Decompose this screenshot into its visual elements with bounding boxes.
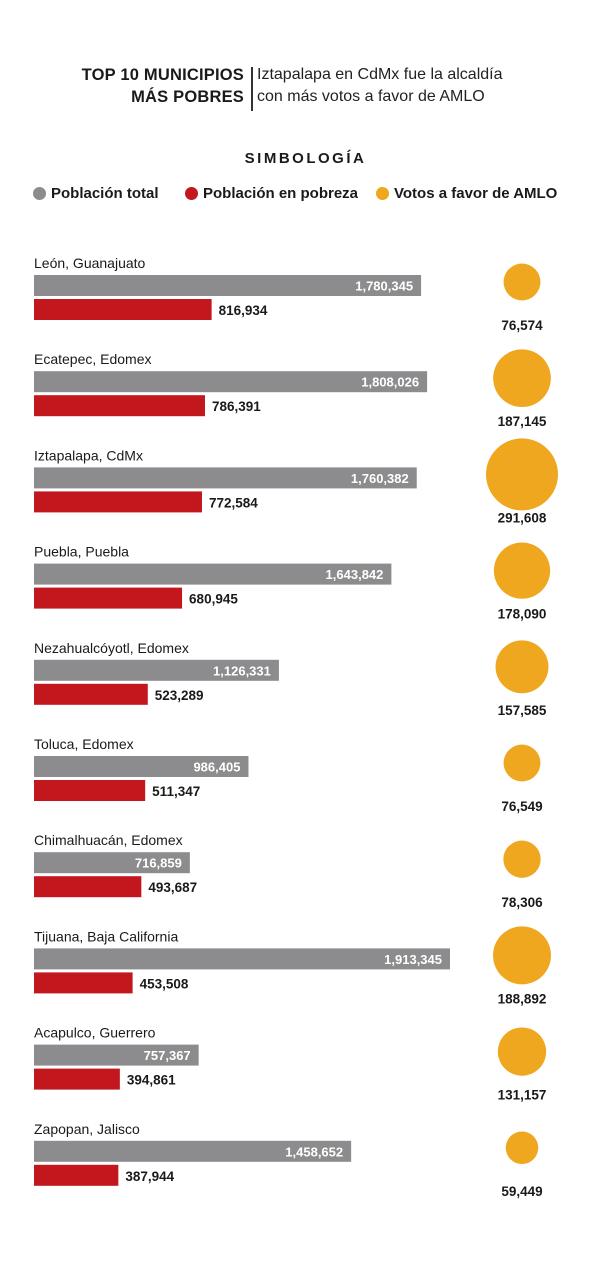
legend-item-poverty: Población en pobreza bbox=[185, 181, 358, 205]
bar-poverty bbox=[34, 491, 202, 513]
bar-poverty bbox=[34, 299, 212, 320]
bar-total bbox=[34, 852, 190, 874]
bar-poverty-value-label: 394,861 bbox=[127, 1073, 176, 1088]
votes-bubble bbox=[497, 1027, 547, 1076]
bar-total-value-label: 1,913,345 bbox=[384, 952, 442, 967]
votes-bubble bbox=[503, 840, 541, 878]
bar-total-value-label: 757,367 bbox=[144, 1048, 191, 1063]
legend-label-total: Población total bbox=[51, 184, 159, 202]
votes-value-label: 76,549 bbox=[501, 799, 542, 814]
bar-poverty bbox=[34, 876, 142, 898]
category-label: Iztapalapa, CdMx bbox=[34, 447, 143, 463]
bar-poverty bbox=[34, 587, 183, 609]
legend-title: SIMBOLOGÍA bbox=[244, 150, 367, 167]
bar-total bbox=[34, 756, 249, 777]
votes-bubble bbox=[486, 438, 558, 511]
chart-title: TOP 10 MUNICIPIOS MÁS POBRES bbox=[82, 64, 244, 108]
bar-poverty bbox=[34, 395, 205, 417]
bar-total bbox=[34, 371, 428, 393]
category-label: Tijuana, Baja California bbox=[34, 928, 178, 944]
legend-dot-poverty bbox=[185, 186, 198, 200]
category-label: Nezahualcóyotl, Edomex bbox=[34, 640, 189, 656]
title-line-1: TOP 10 MUNICIPIOS bbox=[81, 66, 244, 84]
votes-value-label: 131,157 bbox=[498, 1088, 547, 1103]
subtitle-line-1: Iztapalapa en CdMx fue la alcaldía bbox=[257, 66, 503, 83]
bar-poverty-value-label: 680,945 bbox=[189, 592, 238, 607]
votes-bubble bbox=[503, 744, 541, 782]
votes-bubble bbox=[503, 263, 541, 301]
bar-total-value-label: 1,808,026 bbox=[361, 375, 419, 390]
votes-value-label: 157,585 bbox=[498, 703, 547, 718]
category-label: Ecatepec, Edomex bbox=[34, 351, 152, 367]
category-label: León, Guanajuato bbox=[34, 255, 146, 271]
bar-total-value-label: 1,458,652 bbox=[285, 1144, 343, 1159]
bar-total bbox=[34, 467, 417, 489]
votes-bubble bbox=[505, 1131, 539, 1165]
legend-label-poverty: Población en pobreza bbox=[203, 184, 359, 202]
category-label: Zapopan, Jalisco bbox=[34, 1121, 140, 1137]
bar-poverty-value-label: 523,289 bbox=[155, 688, 204, 703]
votes-value-label: 187,145 bbox=[498, 414, 547, 429]
bar-poverty bbox=[34, 1068, 120, 1090]
votes-bubble bbox=[495, 640, 549, 694]
bar-poverty-value-label: 511,347 bbox=[152, 784, 200, 799]
bar-poverty bbox=[34, 683, 148, 705]
votes-bubble bbox=[493, 542, 551, 599]
bar-total bbox=[34, 1140, 352, 1162]
votes-value-label: 178,090 bbox=[498, 607, 547, 622]
bar-total-value-label: 986,405 bbox=[193, 760, 240, 775]
bar-total-value-label: 1,760,382 bbox=[351, 471, 409, 486]
legend-dot-votes bbox=[376, 186, 389, 200]
category-label: Puebla, Puebla bbox=[34, 544, 129, 560]
legend-label-votes: Votos a favor de AMLO bbox=[394, 184, 558, 202]
category-label: Acapulco, Guerrero bbox=[34, 1025, 156, 1041]
votes-value-label: 76,574 bbox=[501, 318, 543, 333]
bar-total-value-label: 1,126,331 bbox=[213, 663, 271, 678]
category-label: Toluca, Edomex bbox=[34, 736, 134, 752]
votes-value-label: 188,892 bbox=[498, 991, 547, 1006]
votes-value-label: 291,608 bbox=[498, 510, 547, 525]
legend-dot-total bbox=[33, 186, 46, 200]
category-label: Chimalhuacán, Edomex bbox=[34, 832, 183, 848]
bar-total bbox=[34, 1044, 199, 1066]
bar-total bbox=[34, 659, 279, 681]
legend-item-votes: Votos a favor de AMLO bbox=[376, 181, 557, 205]
bar-total bbox=[34, 563, 392, 585]
bar-total-value-label: 1,643,842 bbox=[326, 567, 384, 582]
chart-plot-area: León, Guanajuato 1,780,345 816,934 76,574 Ec… bbox=[34, 255, 558, 1199]
chart-subtitle: Iztapalapa en CdMx fue la alcaldía con m… bbox=[257, 64, 502, 108]
votes-bubble bbox=[493, 926, 551, 985]
bar-poverty bbox=[34, 1164, 119, 1186]
title-divider bbox=[251, 67, 253, 111]
bar-poverty-value-label: 493,687 bbox=[148, 880, 197, 895]
bar-poverty-value-label: 816,934 bbox=[219, 303, 268, 318]
legend: Población total Población en pobreza Vot… bbox=[0, 181, 611, 205]
bar-total bbox=[34, 275, 422, 296]
bar-poverty-value-label: 453,508 bbox=[140, 976, 189, 991]
legend-item-total: Población total bbox=[33, 181, 159, 205]
bar-poverty-value-label: 772,584 bbox=[209, 495, 258, 510]
bar-poverty-value-label: 387,944 bbox=[125, 1169, 174, 1184]
votes-value-label: 59,449 bbox=[501, 1184, 542, 1199]
subtitle-line-2: con más votos a favor de AMLO bbox=[257, 88, 485, 105]
bar-poverty bbox=[34, 780, 146, 801]
bar-poverty-value-label: 786,391 bbox=[212, 399, 261, 414]
bar-total-value-label: 1,780,345 bbox=[355, 279, 413, 294]
votes-value-label: 78,306 bbox=[501, 895, 543, 910]
bar-total-value-label: 716,859 bbox=[135, 856, 182, 871]
header: TOP 10 MUNICIPIOS MÁS POBRES Iztapalapa … bbox=[0, 64, 611, 114]
bar-total bbox=[34, 948, 450, 970]
votes-bubble bbox=[493, 349, 551, 408]
title-line-2: MÁS POBRES bbox=[131, 88, 244, 106]
bar-poverty bbox=[34, 972, 133, 994]
